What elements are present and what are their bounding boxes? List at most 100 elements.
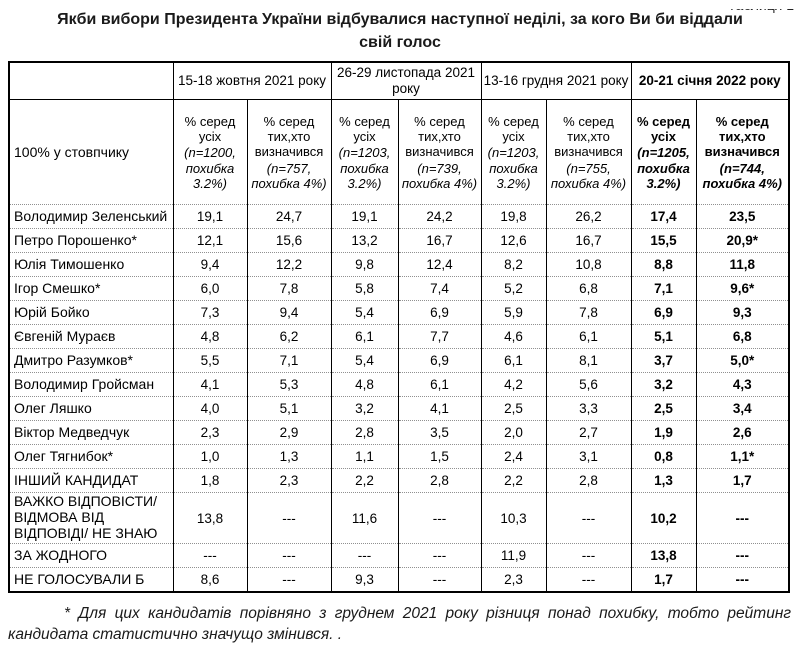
value-cell: 3,3 [545,396,632,422]
value-cell: 24,2 [397,204,482,230]
value-cell: 8,6 [172,567,248,593]
table-row: Юрій Бойко 7,3 9,4 5,4 6,9 5,9 7,8 6,9 9,3 [8,300,790,326]
date-header-jan-2022: 20-21 січня 2022 року [630,61,790,101]
value-cell: 5,9 [480,300,547,326]
value-cell: --- [397,543,482,569]
value-cell: 19,1 [330,204,399,230]
poll-results-table: 15-18 жовтня 2021 року 26-29 листопада 2… [8,61,791,593]
value-cell: 13,8 [172,492,248,545]
subheader-label: % серед тих,хто визначився [254,113,324,160]
value-cell: 6,1 [330,324,399,350]
table-row: Ігор Смешко* 6,0 7,8 5,8 7,4 5,2 6,8 7,1 9,6* [8,276,790,302]
value-cell: 2,3 [480,567,547,593]
value-cell: 2,8 [545,468,632,494]
subheader-nov-all: % серед усіх (n=1203, похибка 3.2%) [330,99,399,206]
value-cell: 6,9 [397,348,482,374]
value-cell: 8,2 [480,252,547,278]
value-cell: 1,9 [630,420,697,446]
value-cell: 9,4 [246,300,332,326]
candidate-name: Олег Ляшко [8,396,174,422]
table-number-label: Таблиця 1 [684,9,794,13]
table-number-label-clipped: Таблиця 1 [684,9,794,14]
candidate-name: Дмитро Разумков* [8,348,174,374]
candidate-name: Юлія Тимошенко [8,252,174,278]
subheader-label: % серед усіх [488,113,539,144]
value-cell: 9,4 [172,252,248,278]
value-cell: 2,2 [480,468,547,494]
value-cell: --- [545,492,632,545]
value-cell: 4,6 [480,324,547,350]
subheader-label: % серед тих,хто визначився [405,113,474,160]
value-cell: 1,1 [330,444,399,470]
value-cell: 5,1 [246,396,332,422]
date-header-row: 15-18 жовтня 2021 року 26-29 листопада 2… [8,61,790,101]
value-cell: 10,2 [630,492,697,545]
subheader-jan-decided: % серед тих,хто визначився (n=744, похиб… [695,99,790,206]
value-cell: 12,4 [397,252,482,278]
value-cell: 4,3 [695,372,790,398]
page: { "page": { "corner_label": "Таблиця 1",… [0,9,800,665]
value-cell: 5,6 [545,372,632,398]
value-cell: --- [397,492,482,545]
value-cell: 3,4 [695,396,790,422]
value-cell: 2,2 [330,468,399,494]
value-cell: 5,2 [480,276,547,302]
value-cell: 9,3 [330,567,399,593]
value-cell: 1,3 [246,444,332,470]
candidate-name: Олег Тягнибок* [8,444,174,470]
value-cell: 26,2 [545,204,632,230]
value-cell: 6,8 [695,324,790,350]
subheader-label: % серед усіх [184,113,236,144]
value-cell: 13,8 [630,543,697,569]
value-cell: 2,5 [480,396,547,422]
subheader-row: 100% у стовпчику % серед усіх (n=1200, п… [8,99,790,206]
value-cell: 2,6 [695,420,790,446]
date-header-nov-2021: 26-29 листопада 2021 року [330,61,482,101]
value-cell: 2,4 [480,444,547,470]
value-cell: 7,1 [246,348,332,374]
value-cell: 4,0 [172,396,248,422]
value-cell: 11,6 [330,492,399,545]
value-cell: --- [172,543,248,569]
value-cell: --- [246,543,332,569]
value-cell: 6,1 [545,324,632,350]
sample-size-note: (n=739, похибка 4%) [401,160,478,191]
subheader-jan-all: % серед усіх (n=1205, похибка 3.2%) [630,99,697,206]
subheader-dec-all: % серед усіх (n=1203, похибка 3.2%) [480,99,547,206]
candidate-name: ВАЖКО ВІДПОВІСТИ/ ВІДМОВА ВІД ВІДПОВІДІ/… [8,492,174,545]
subheader-label: % серед тих,хто визначився [704,113,780,160]
subheader-dec-decided: % серед тих,хто визначився (n=755, похиб… [545,99,632,206]
value-cell: 5,0* [695,348,790,374]
candidate-name: Євгеній Мураєв [8,324,174,350]
value-cell: 3,7 [630,348,697,374]
subheader-label: % серед тих,хто визначився [554,113,623,160]
value-cell: 2,8 [330,420,399,446]
table-row: ІНШИЙ КАНДИДАТ 1,8 2,3 2,2 2,8 2,2 2,8 1,3 1,7 [8,468,790,494]
value-cell: 24,7 [246,204,332,230]
value-cell: --- [695,492,790,545]
page-title: Якби вибори Президента України відбували… [57,11,743,51]
value-cell: 6,9 [630,300,697,326]
value-cell: 1,1* [695,444,790,470]
value-cell: 9,3 [695,300,790,326]
sample-size-note: (n=1203, похибка 3.2%) [487,145,540,191]
value-cell: 8,1 [545,348,632,374]
value-cell: 4,1 [397,396,482,422]
value-cell: 1,8 [172,468,248,494]
value-cell: 5,8 [330,276,399,302]
value-cell: 11,8 [695,252,790,278]
subheader-nov-decided: % серед тих,хто визначився (n=739, похиб… [397,99,482,206]
value-cell: 4,8 [172,324,248,350]
sample-size-note: (n=757, похибка 4%) [251,160,327,191]
value-cell: 2,9 [246,420,332,446]
value-cell: 6,8 [545,276,632,302]
value-cell: 3,1 [545,444,632,470]
candidate-name: ІНШИЙ КАНДИДАТ [8,468,174,494]
value-cell: 10,3 [480,492,547,545]
value-cell: 6,9 [397,300,482,326]
value-cell: 1,7 [695,468,790,494]
value-cell: 5,4 [330,300,399,326]
candidate-name: НЕ ГОЛОСУВАЛИ Б [8,567,174,593]
value-cell: 0,8 [630,444,697,470]
candidate-name: Володимир Зеленський [8,204,174,230]
